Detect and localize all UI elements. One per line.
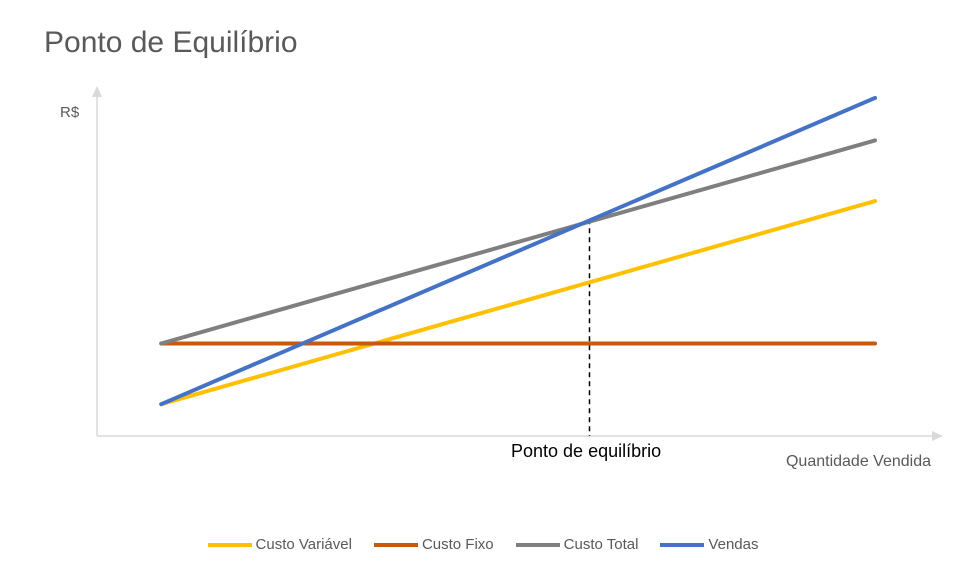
- legend-item: Custo Total: [515, 536, 639, 553]
- legend-item: Custo Fixo: [373, 536, 494, 553]
- legend-swatch: [207, 542, 252, 547]
- x-axis-label: Quantidade Vendida: [785, 453, 931, 470]
- legend-label: Custo Variável: [255, 536, 352, 553]
- legend-swatch: [373, 542, 418, 547]
- legend-label: Vendas: [708, 536, 759, 553]
- legend-item: Custo Variável: [207, 536, 352, 553]
- legend-label: Custo Total: [563, 536, 639, 553]
- legend: Custo Variável Custo Fixo Custo Total Venda…: [0, 536, 966, 553]
- break-even-label: Ponto de equilíbrio: [511, 441, 662, 461]
- legend-swatch: [515, 542, 560, 547]
- series-line-vendas: [159, 95, 877, 407]
- series-line-custo-vari-vel: [159, 199, 877, 407]
- legend-item: Vendas: [660, 536, 758, 553]
- series-line-custo-total: [159, 138, 877, 346]
- x-axis-arrow: [932, 431, 943, 441]
- legend-label: Custo Fixo: [421, 536, 494, 553]
- y-axis-arrow: [92, 86, 102, 97]
- y-axis-label: R$: [60, 104, 80, 121]
- chart-title: Ponto de Equilíbrio: [44, 26, 298, 59]
- legend-swatch: [660, 542, 705, 547]
